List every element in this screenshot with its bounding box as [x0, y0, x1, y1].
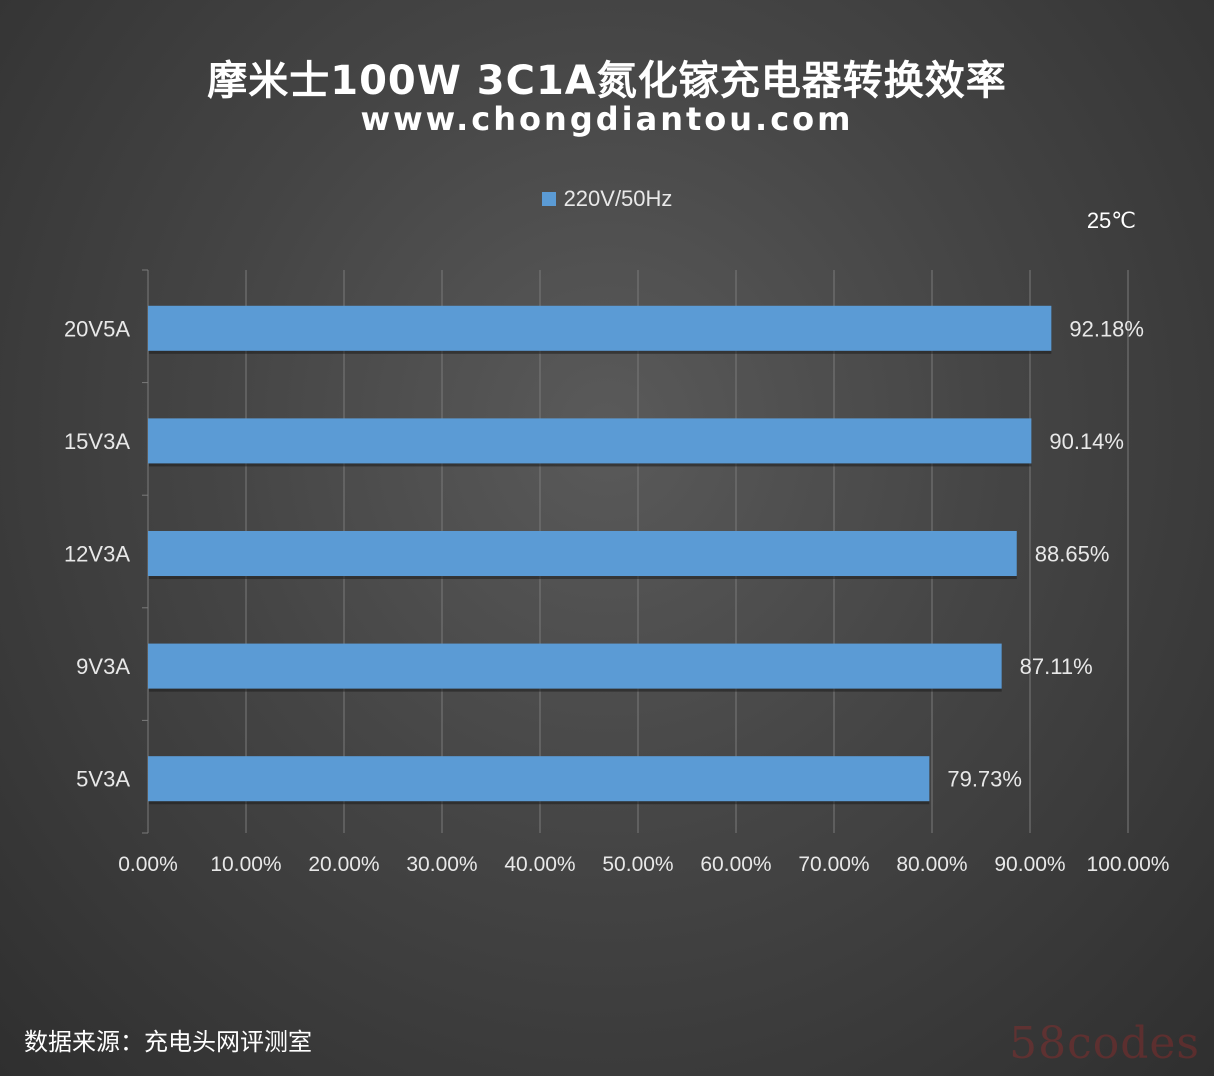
legend-label: 220V/50Hz — [563, 186, 673, 211]
bar — [148, 643, 1002, 689]
category-label: 5V3A — [76, 767, 130, 792]
temperature-label: 25℃ — [1086, 208, 1136, 233]
data-label: 79.73% — [947, 767, 1022, 792]
category-label: 20V5A — [64, 316, 130, 341]
x-tick-label: 80.00% — [896, 853, 967, 876]
x-tick-label: 90.00% — [994, 853, 1065, 876]
x-tick-label: 60.00% — [700, 853, 771, 876]
x-tick-label: 10.00% — [210, 853, 281, 876]
data-label: 87.11% — [1020, 654, 1093, 679]
x-tick-label: 20.00% — [308, 853, 379, 876]
data-label: 88.65% — [1035, 542, 1110, 567]
watermark: 58codes — [1009, 1018, 1200, 1069]
legend: 220V/50Hz — [0, 186, 1214, 212]
chart-subtitle: www.chongdiantou.com — [360, 100, 854, 138]
x-tick-label: 50.00% — [602, 853, 673, 876]
category-label: 15V3A — [64, 429, 130, 454]
data-label: 92.18% — [1069, 316, 1144, 341]
x-tick-label: 0.00% — [118, 853, 178, 876]
bar — [148, 530, 1017, 577]
x-tick-label: 40.00% — [504, 853, 575, 876]
bar — [148, 756, 930, 802]
legend-swatch — [541, 192, 556, 206]
bar — [148, 418, 1032, 464]
x-tick-label: 30.00% — [406, 853, 477, 876]
data-label: 90.14% — [1049, 429, 1124, 454]
category-label: 9V3A — [76, 654, 130, 679]
bar — [148, 305, 1052, 351]
x-tick-label: 70.00% — [798, 853, 869, 876]
x-tick-label: 100.00% — [1087, 853, 1170, 876]
data-source-note: 数据来源：充电头网评测室 — [24, 1028, 312, 1056]
chart-title: 摩米士100W 3C1A氮化镓充电器转换效率 — [207, 58, 1007, 104]
category-label: 12V3A — [64, 542, 130, 567]
